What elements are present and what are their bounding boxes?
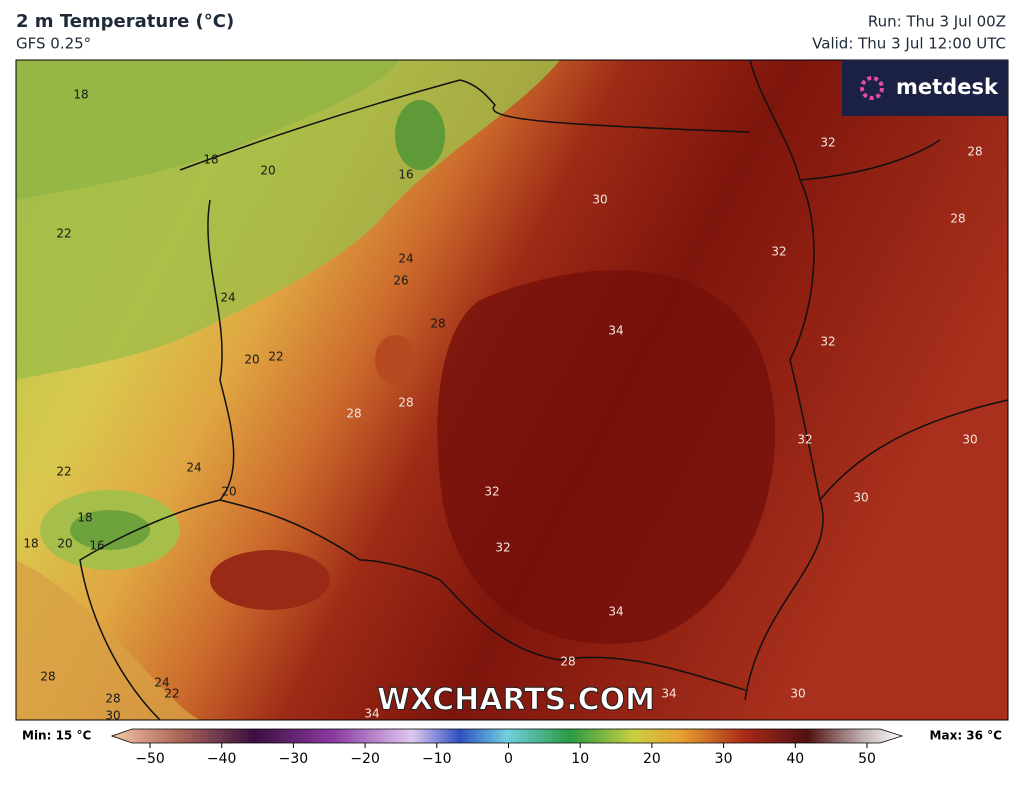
contour-label: 16 [398, 168, 413, 182]
logo-box [842, 60, 1008, 116]
contour-label: 28 [40, 670, 55, 684]
contour-label: 20 [221, 485, 236, 499]
colorbar-tick-label: 20 [643, 751, 661, 767]
logo-icon [860, 76, 884, 100]
hot-area [437, 270, 776, 644]
valid-time: Valid: Thu 3 Jul 12:00 UTC [812, 35, 1006, 53]
colorbar-tick-label: −10 [422, 751, 452, 767]
contour-label: 30 [592, 193, 607, 207]
contour-label: 30 [790, 687, 805, 701]
contour-label: 28 [967, 145, 982, 159]
contour-label: 20 [260, 164, 275, 178]
colorbar-tick-label: 40 [786, 751, 804, 767]
contour-label: 28 [560, 655, 575, 669]
contour-label: 20 [57, 537, 72, 551]
min-label: Min: 15 °C [22, 729, 91, 743]
contour-label: 26 [393, 274, 408, 288]
contour-label: 32 [820, 136, 835, 150]
contour-label: 24 [186, 461, 201, 475]
contour-label: 22 [164, 687, 179, 701]
cool-area [70, 510, 150, 550]
colorbar-tick-label: 30 [715, 751, 733, 767]
colorbar [110, 728, 904, 744]
cool-area [16, 60, 400, 200]
contour-label: 22 [56, 227, 71, 241]
contour-label: 28 [398, 396, 413, 410]
colorbar-tick-label: −30 [279, 751, 309, 767]
contour-label: 30 [853, 491, 868, 505]
logo: metdesk [896, 75, 999, 99]
colorbar-tick-label: −40 [207, 751, 237, 767]
colorbar-tick-label: −50 [135, 751, 165, 767]
contour-label: 20 [244, 353, 259, 367]
run-time: Run: Thu 3 Jul 00Z [868, 13, 1006, 31]
borders [79, 60, 1008, 720]
model: GFS 0.25° [16, 35, 91, 53]
contour-label: 22 [56, 465, 71, 479]
contour-label: 28 [105, 692, 120, 706]
contour-label: 28 [430, 317, 445, 331]
contour-label: 30 [962, 433, 977, 447]
max-label: Max: 36 °C [930, 729, 1003, 743]
contour-label: 34 [364, 707, 379, 721]
contour-label: 32 [820, 335, 835, 349]
contour-label: 32 [771, 245, 786, 259]
contour-label: 34 [608, 605, 623, 619]
contour-label: 24 [154, 676, 169, 690]
map-frame [15, 59, 1009, 721]
contour-label: 18 [203, 153, 218, 167]
cool-area [395, 100, 445, 170]
contour-label: 34 [608, 324, 623, 338]
title: 2 m Temperature (°C) [16, 11, 234, 32]
contour-label: 32 [797, 433, 812, 447]
contour-label: 24 [398, 252, 413, 266]
colorbar-tick-label: −20 [350, 751, 380, 767]
watermark: WXCHARTS.COM [377, 683, 655, 718]
colorbar-tick-label: 10 [571, 751, 589, 767]
contour-label: 18 [77, 511, 92, 525]
contour-label: 18 [73, 88, 88, 102]
contour-label: 34 [661, 687, 676, 701]
contour-label: 22 [268, 350, 283, 364]
contour-label: 28 [950, 212, 965, 226]
hot-area [375, 335, 415, 385]
contour-label: 24 [220, 291, 235, 305]
colorbar-tick-label: 0 [504, 751, 513, 767]
contour-label: 16 [89, 539, 104, 553]
hot-area [210, 550, 330, 610]
contour-label: 18 [23, 537, 38, 551]
warm-area [16, 560, 200, 720]
contour-label: 32 [495, 541, 510, 555]
colorbar-tick-label: 50 [858, 751, 876, 767]
contour-label: 30 [105, 709, 120, 723]
contour-label: 28 [346, 407, 361, 421]
contour-label: 32 [484, 485, 499, 499]
